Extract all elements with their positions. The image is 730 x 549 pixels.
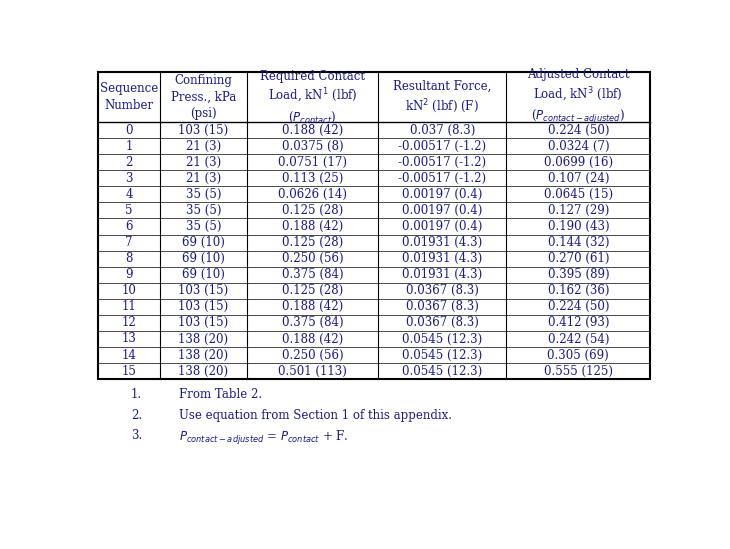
Text: 0.0545 (12.3): 0.0545 (12.3) xyxy=(402,333,483,345)
Text: 0.0645 (15): 0.0645 (15) xyxy=(544,188,613,201)
Text: 0.0545 (12.3): 0.0545 (12.3) xyxy=(402,349,483,362)
Text: 0.107 (24): 0.107 (24) xyxy=(548,172,609,185)
Text: 138 (20): 138 (20) xyxy=(178,365,228,378)
Text: 11: 11 xyxy=(122,300,137,313)
Text: 10: 10 xyxy=(121,284,137,297)
Text: -0.00517 (-1.2): -0.00517 (-1.2) xyxy=(398,139,486,153)
Text: Adjusted Contact
Load, kN$^3$ (lbf)
($P_{contact-adjusted}$): Adjusted Contact Load, kN$^3$ (lbf) ($P_… xyxy=(527,68,629,126)
Text: 35 (5): 35 (5) xyxy=(185,188,221,201)
Text: 0.0367 (8.3): 0.0367 (8.3) xyxy=(406,316,479,329)
Text: 0.113 (25): 0.113 (25) xyxy=(282,172,343,185)
Text: 0.555 (125): 0.555 (125) xyxy=(544,365,612,378)
Text: 3.: 3. xyxy=(131,429,142,442)
Text: 0.00197 (0.4): 0.00197 (0.4) xyxy=(402,188,483,201)
Text: 0.0699 (16): 0.0699 (16) xyxy=(544,156,613,169)
Text: 103 (15): 103 (15) xyxy=(178,284,228,297)
Text: 21 (3): 21 (3) xyxy=(186,139,221,153)
Text: 14: 14 xyxy=(121,349,137,362)
Text: 0.0367 (8.3): 0.0367 (8.3) xyxy=(406,284,479,297)
Text: 0.125 (28): 0.125 (28) xyxy=(282,284,343,297)
Text: 0.305 (69): 0.305 (69) xyxy=(548,349,610,362)
Text: 0.127 (29): 0.127 (29) xyxy=(548,204,609,217)
Text: 0.375 (84): 0.375 (84) xyxy=(282,316,343,329)
Text: Sequence
Number: Sequence Number xyxy=(100,82,158,112)
Text: 0.01931 (4.3): 0.01931 (4.3) xyxy=(402,236,483,249)
Text: 8: 8 xyxy=(126,252,133,265)
Text: 0.270 (61): 0.270 (61) xyxy=(548,252,609,265)
Text: 0.242 (54): 0.242 (54) xyxy=(548,333,609,345)
Text: 0.501 (113): 0.501 (113) xyxy=(278,365,347,378)
Text: -0.00517 (-1.2): -0.00517 (-1.2) xyxy=(398,156,486,169)
Text: 3: 3 xyxy=(126,172,133,185)
Text: Confining
Press., kPa
(psi): Confining Press., kPa (psi) xyxy=(171,74,236,120)
Text: 4: 4 xyxy=(126,188,133,201)
Text: 15: 15 xyxy=(121,365,137,378)
Text: 0.0626 (14): 0.0626 (14) xyxy=(278,188,347,201)
Text: 0.224 (50): 0.224 (50) xyxy=(548,300,609,313)
Text: 138 (20): 138 (20) xyxy=(178,333,228,345)
Text: 0.144 (32): 0.144 (32) xyxy=(548,236,609,249)
Text: 0.250 (56): 0.250 (56) xyxy=(282,349,343,362)
Text: 0.250 (56): 0.250 (56) xyxy=(282,252,343,265)
Text: 6: 6 xyxy=(126,220,133,233)
Text: 35 (5): 35 (5) xyxy=(185,220,221,233)
Text: Required Contact
Load, kN$^1$ (lbf)
($P_{contact}$): Required Contact Load, kN$^1$ (lbf) ($P_… xyxy=(260,70,365,125)
Text: 0.125 (28): 0.125 (28) xyxy=(282,236,343,249)
Text: 21 (3): 21 (3) xyxy=(186,156,221,169)
Text: 103 (15): 103 (15) xyxy=(178,124,228,137)
Text: 103 (15): 103 (15) xyxy=(178,300,228,313)
Text: 0.395 (89): 0.395 (89) xyxy=(548,268,609,281)
Text: 103 (15): 103 (15) xyxy=(178,316,228,329)
Text: 21 (3): 21 (3) xyxy=(186,172,221,185)
Text: 12: 12 xyxy=(122,316,137,329)
Text: 0.125 (28): 0.125 (28) xyxy=(282,204,343,217)
Text: 69 (10): 69 (10) xyxy=(182,252,225,265)
Text: 1: 1 xyxy=(126,139,133,153)
Text: 0.188 (42): 0.188 (42) xyxy=(282,124,343,137)
Text: 138 (20): 138 (20) xyxy=(178,349,228,362)
Text: 0.412 (93): 0.412 (93) xyxy=(548,316,609,329)
Text: 0: 0 xyxy=(126,124,133,137)
Text: 0.0375 (8): 0.0375 (8) xyxy=(282,139,343,153)
Text: 1.: 1. xyxy=(131,389,142,401)
Text: 0.0367 (8.3): 0.0367 (8.3) xyxy=(406,300,479,313)
Text: 0.162 (36): 0.162 (36) xyxy=(548,284,609,297)
Text: 0.01931 (4.3): 0.01931 (4.3) xyxy=(402,252,483,265)
Text: 35 (5): 35 (5) xyxy=(185,204,221,217)
Text: 0.190 (43): 0.190 (43) xyxy=(548,220,609,233)
Text: 0.0324 (7): 0.0324 (7) xyxy=(548,139,609,153)
Text: 0.188 (42): 0.188 (42) xyxy=(282,333,343,345)
Text: 7: 7 xyxy=(126,236,133,249)
Text: 0.188 (42): 0.188 (42) xyxy=(282,220,343,233)
Text: 2: 2 xyxy=(126,156,133,169)
Text: 0.375 (84): 0.375 (84) xyxy=(282,268,343,281)
Text: 0.0751 (17): 0.0751 (17) xyxy=(278,156,347,169)
Text: 0.188 (42): 0.188 (42) xyxy=(282,300,343,313)
Text: 2.: 2. xyxy=(131,408,142,422)
Text: 0.0545 (12.3): 0.0545 (12.3) xyxy=(402,365,483,378)
Text: Use equation from Section 1 of this appendix.: Use equation from Section 1 of this appe… xyxy=(179,408,452,422)
Text: 13: 13 xyxy=(121,333,137,345)
Text: Resultant Force,
kN$^2$ (lbf) (F): Resultant Force, kN$^2$ (lbf) (F) xyxy=(393,80,491,115)
Text: 0.224 (50): 0.224 (50) xyxy=(548,124,609,137)
Text: $P_{contact-adjusted}$ = $P_{contact}$ + F.: $P_{contact-adjusted}$ = $P_{contact}$ +… xyxy=(179,429,348,447)
Text: 5: 5 xyxy=(126,204,133,217)
Text: 69 (10): 69 (10) xyxy=(182,236,225,249)
Text: From Table 2.: From Table 2. xyxy=(179,389,262,401)
Text: 0.037 (8.3): 0.037 (8.3) xyxy=(410,124,475,137)
Text: 69 (10): 69 (10) xyxy=(182,268,225,281)
Text: 0.01931 (4.3): 0.01931 (4.3) xyxy=(402,268,483,281)
Text: 0.00197 (0.4): 0.00197 (0.4) xyxy=(402,204,483,217)
Text: 0.00197 (0.4): 0.00197 (0.4) xyxy=(402,220,483,233)
Text: 9: 9 xyxy=(126,268,133,281)
Text: -0.00517 (-1.2): -0.00517 (-1.2) xyxy=(398,172,486,185)
